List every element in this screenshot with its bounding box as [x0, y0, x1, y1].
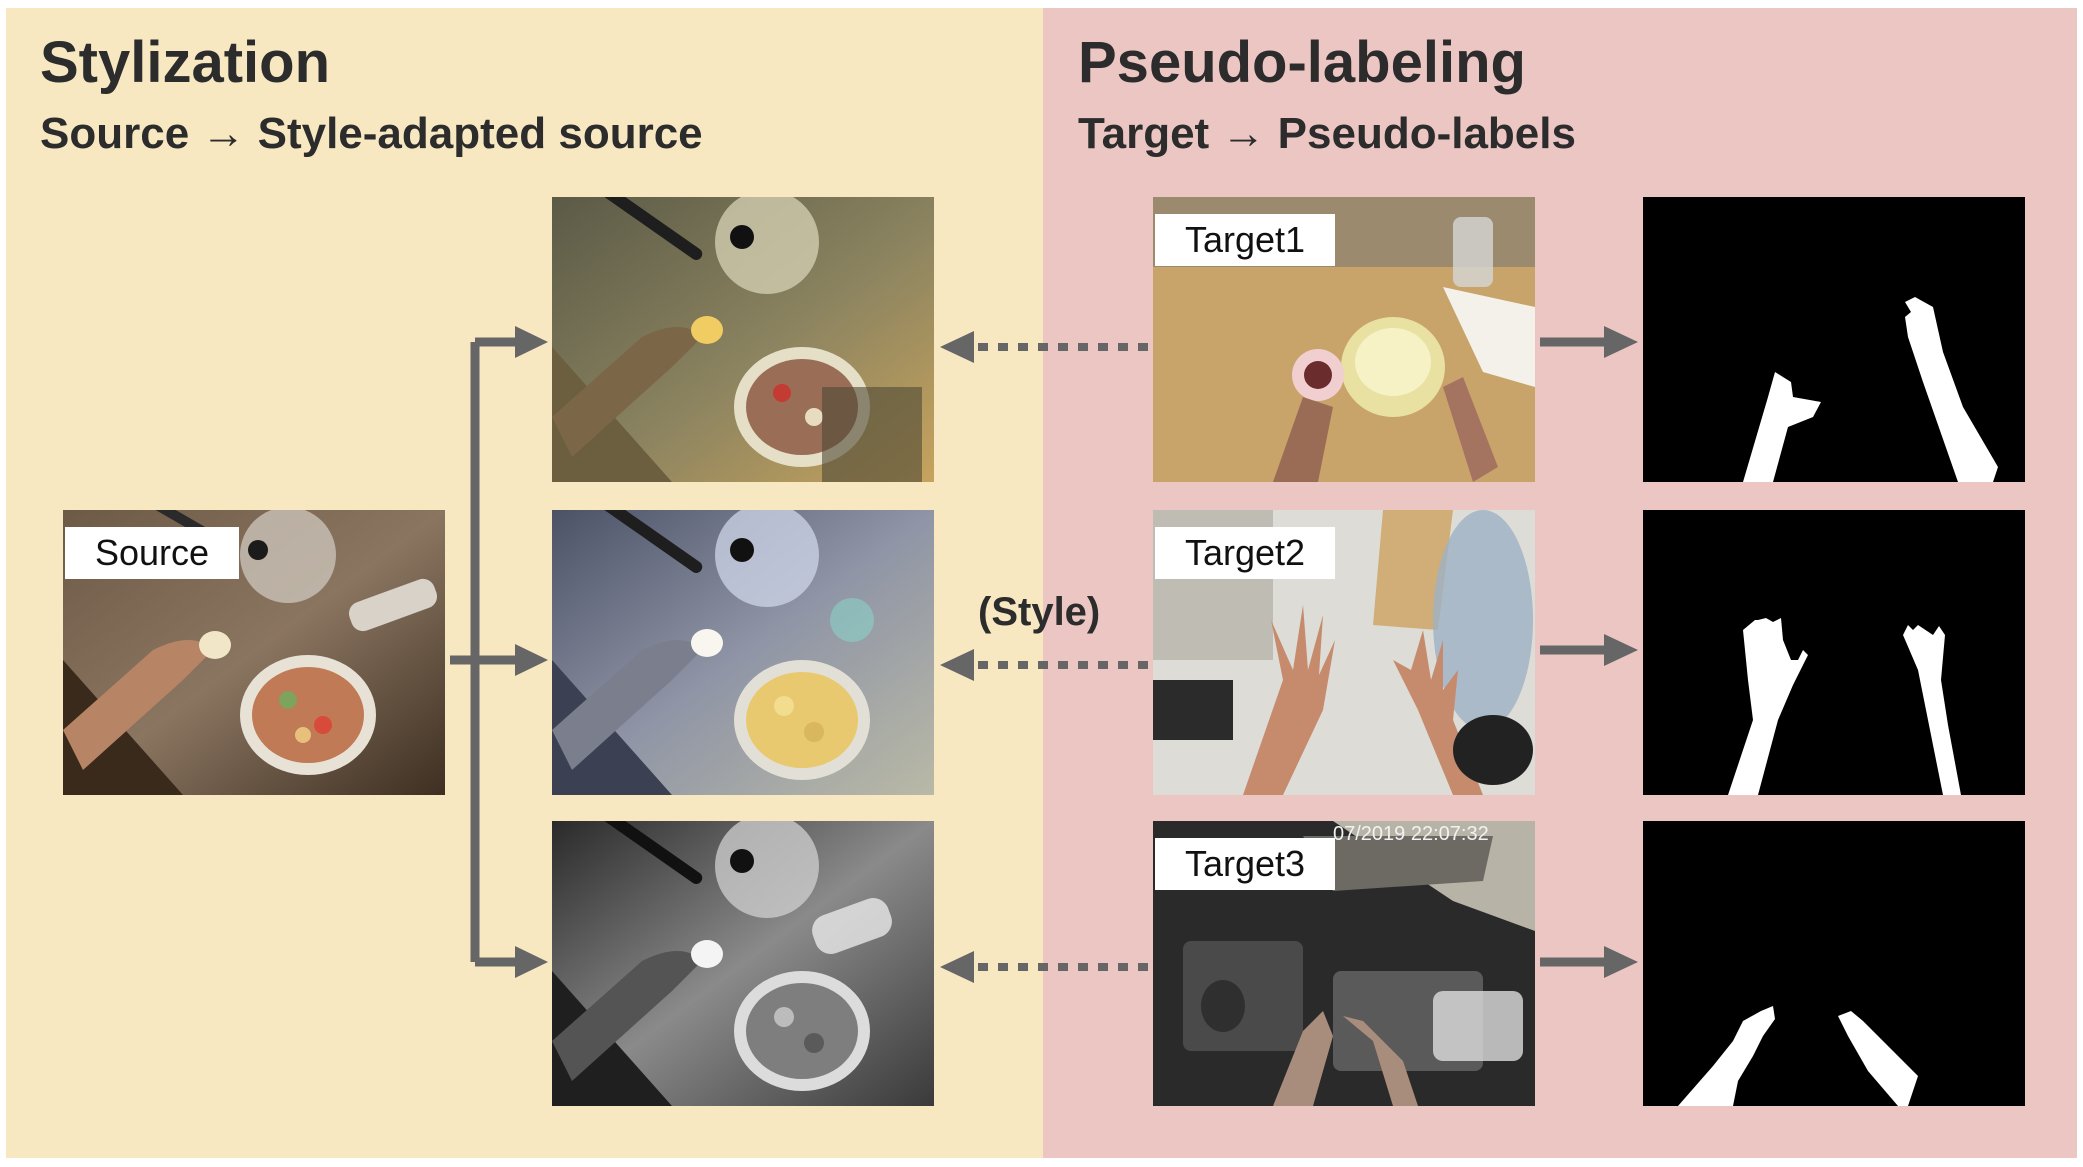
hand-mask-shape: [1743, 372, 1821, 482]
target-image-2: Target2: [1153, 510, 1535, 795]
hand-mask-shape: [1903, 625, 1961, 795]
source-tag: Source: [65, 527, 240, 579]
source-image: Source: [63, 510, 445, 795]
stylization-subtitle: Source → Style-adapted source: [40, 109, 703, 158]
hand-mask-shape: [1838, 1011, 1918, 1106]
pseudo-label-mask-1: [1643, 197, 2025, 482]
timestamp-overlay: 07/2019 22:07:32: [1333, 823, 1489, 845]
target2-tag: Target2: [1155, 527, 1336, 579]
target3-tag: Target3: [1155, 838, 1336, 890]
hand-mask-shape: [1905, 297, 1998, 482]
target-image-3: 07/2019 22:07:32 Target3: [1153, 821, 1535, 1106]
pseudo-label-mask-3: [1643, 821, 2025, 1106]
hand-mask-shape: [1678, 1006, 1775, 1106]
pseudo-labeling-title: Pseudo-labeling: [1078, 30, 1526, 95]
pseudo-labeling-subtitle: Target → Pseudo-labels: [1078, 109, 1576, 158]
stylized-image-3: [552, 821, 934, 1106]
stylization-title: Stylization: [40, 30, 331, 95]
target1-tag: Target1: [1155, 214, 1336, 266]
stylized-image-2: [552, 510, 934, 795]
target-image-1: Target1: [1153, 197, 1535, 482]
pseudo-label-mask-2: [1643, 510, 2025, 795]
stylized-image-1: [552, 197, 934, 482]
style-label: (Style): [978, 590, 1101, 634]
hand-mask-shape: [1728, 618, 1808, 795]
